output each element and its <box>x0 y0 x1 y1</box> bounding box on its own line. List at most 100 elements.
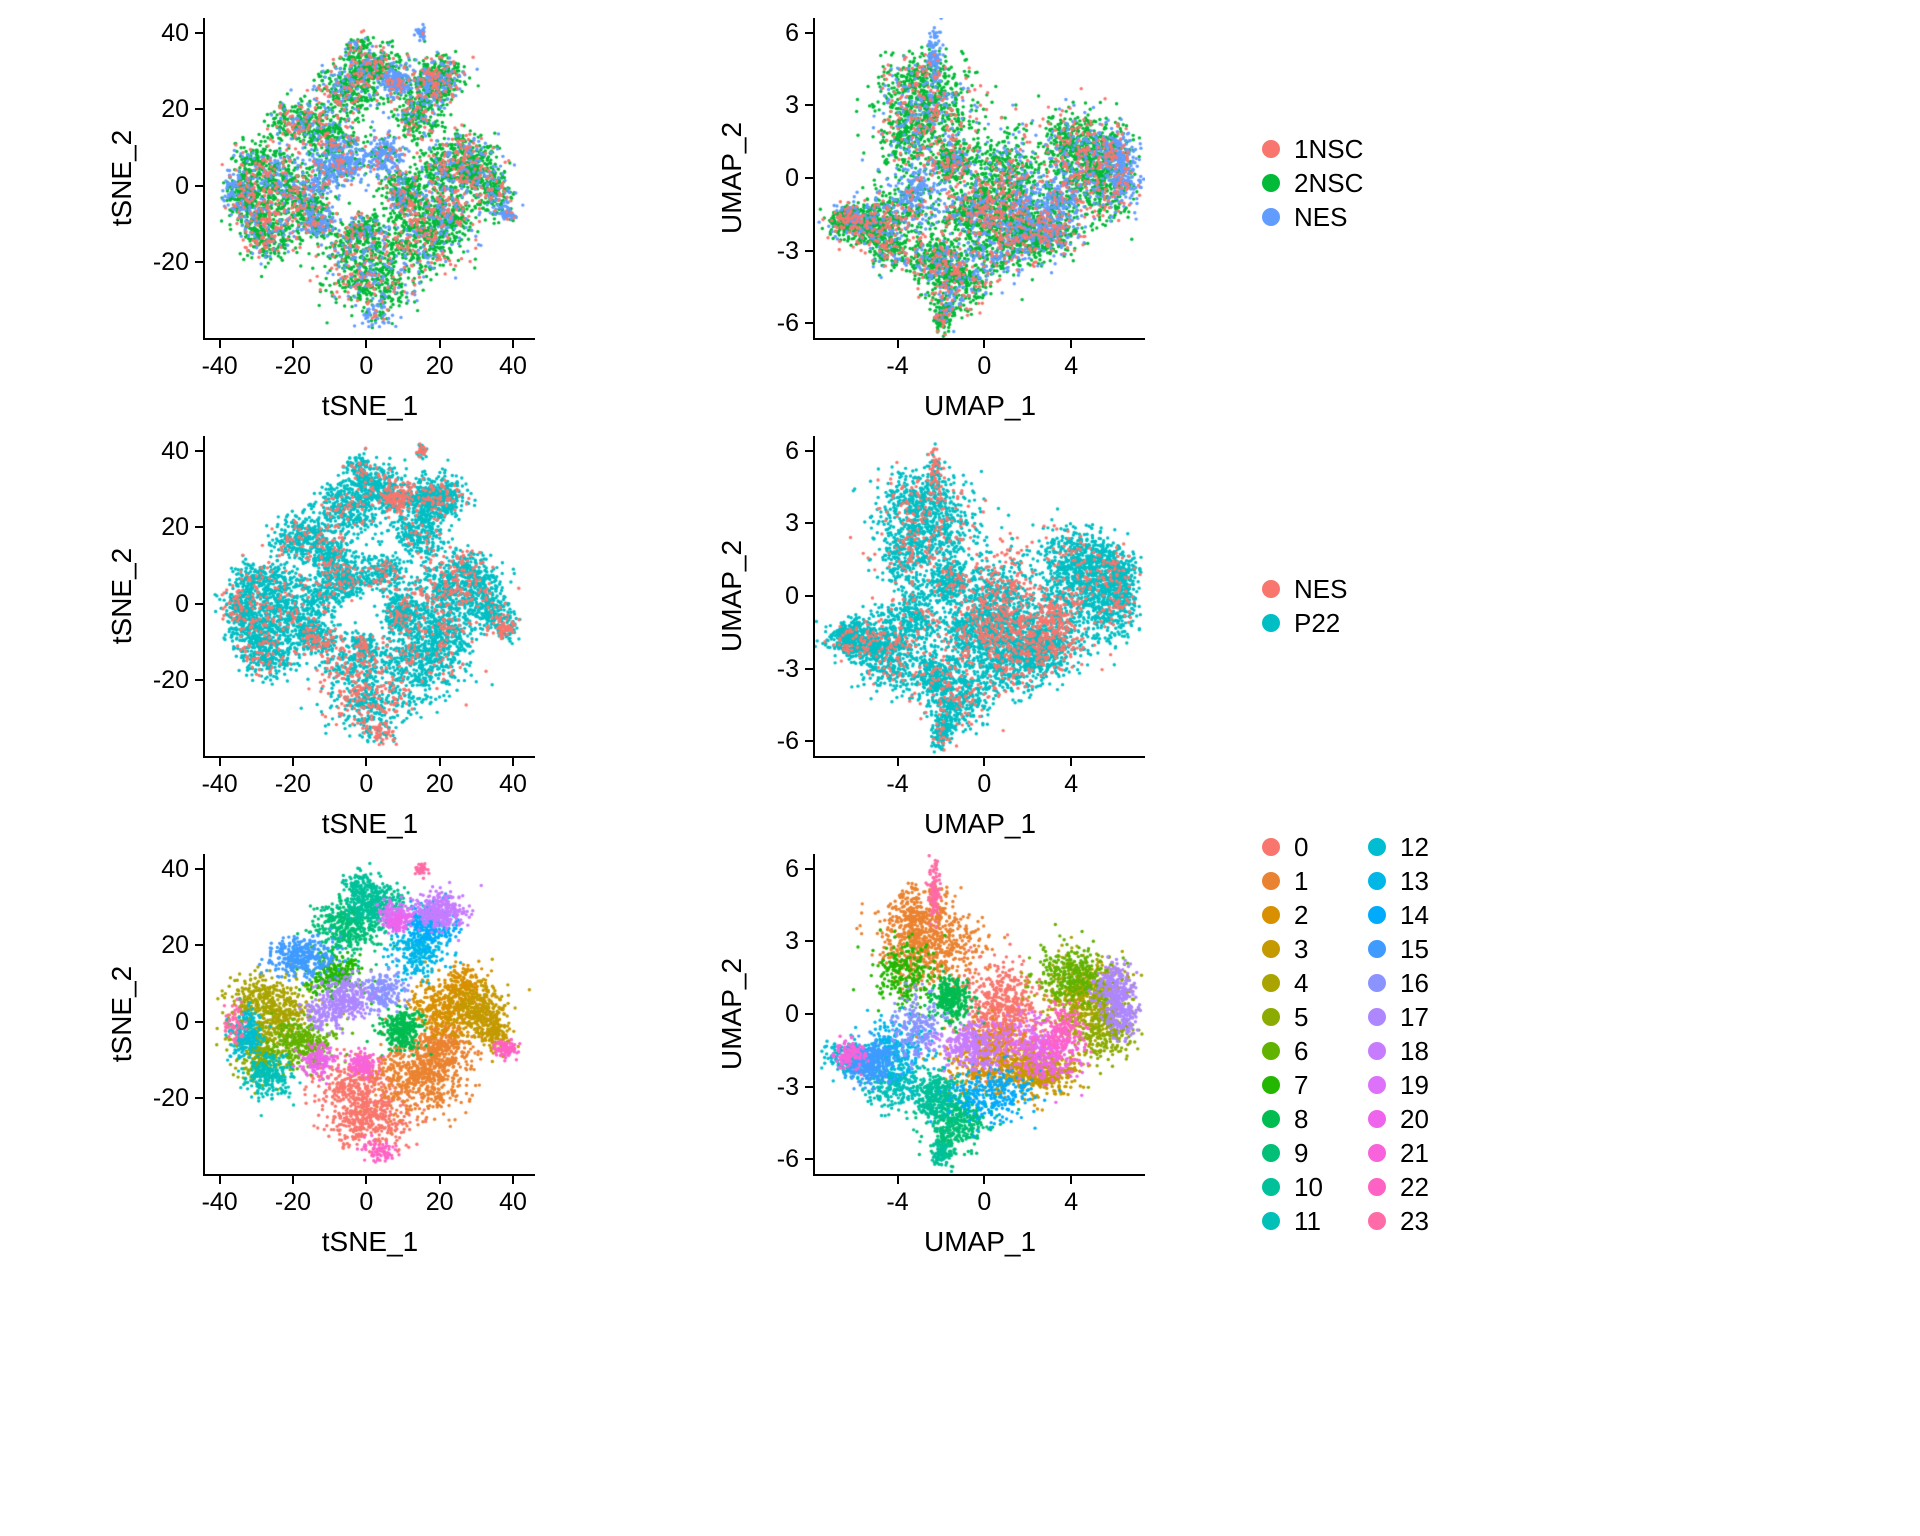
x-tick-mark <box>896 1176 899 1184</box>
y-tick-mark <box>805 104 813 107</box>
x-tick-label: 20 <box>425 1188 454 1216</box>
tsne-cluster-scatter-canvas <box>205 854 535 1174</box>
legend-swatch <box>1368 838 1386 856</box>
y-tick-label: 40 <box>161 19 189 48</box>
legend-swatch <box>1262 1110 1280 1128</box>
y-tick-label: 20 <box>161 513 189 542</box>
x-tick-mark <box>512 1176 514 1184</box>
x-tick-label: 0 <box>359 352 374 380</box>
y-tick-mark <box>195 108 203 111</box>
x-tick-mark <box>365 340 368 348</box>
x-tick-mark <box>983 758 986 766</box>
x-axis-title: UMAP_1 <box>923 390 1037 421</box>
y-tick-label: 20 <box>161 95 189 124</box>
y-tick-label: -20 <box>152 1083 189 1112</box>
y-tick-label: 40 <box>161 437 189 466</box>
x-tick-label: 4 <box>1064 352 1079 380</box>
y-tick-label: 0 <box>175 589 189 618</box>
legend-swatch <box>1368 1076 1386 1094</box>
x-tick-label: 4 <box>1064 770 1079 798</box>
x-axis-title: UMAP_1 <box>923 1226 1037 1257</box>
x-tick-label: -20 <box>274 1188 312 1216</box>
y-tick-label: 6 <box>785 18 799 47</box>
x-tick-label: -40 <box>201 770 238 798</box>
x-tick-mark <box>438 1176 441 1184</box>
y-tick-label: 20 <box>161 931 189 960</box>
y-tick-label: 3 <box>785 927 799 956</box>
x-tick-mark <box>896 340 899 348</box>
legend-label: 9 <box>1294 1138 1309 1168</box>
legend-label: 1 <box>1294 866 1309 896</box>
x-tick-label: 0 <box>977 770 992 798</box>
x-tick-mark <box>983 1176 986 1184</box>
legend-label: 19 <box>1400 1070 1429 1100</box>
y-tick-mark <box>805 1013 813 1015</box>
y-tick-label: 0 <box>785 164 799 192</box>
y-axis-line <box>203 436 205 758</box>
legend-label: 5 <box>1294 1002 1309 1032</box>
x-tick-mark <box>438 340 441 348</box>
y-tick-label: -6 <box>776 1145 799 1174</box>
y-tick-mark <box>805 1158 813 1161</box>
y-tick-mark <box>195 602 203 605</box>
x-tick-label: 0 <box>359 1188 374 1216</box>
y-tick-mark <box>195 450 203 453</box>
legend-swatch <box>1262 872 1280 890</box>
y-tick-label: 0 <box>785 1000 799 1028</box>
x-tick-mark <box>365 1176 368 1184</box>
umap-sample2-scatter-canvas <box>815 436 1145 756</box>
legend-swatch <box>1262 174 1280 192</box>
legend-label: 8 <box>1294 1104 1309 1134</box>
tsne-sample3-scatter-canvas <box>205 18 535 338</box>
x-axis-line <box>813 756 1145 758</box>
legend-label: 23 <box>1400 1206 1429 1236</box>
y-tick-mark <box>805 667 813 670</box>
legend-label: 18 <box>1400 1036 1429 1066</box>
legend-samples-2: NES P22 <box>1262 575 1442 670</box>
y-tick-label: 0 <box>175 171 189 200</box>
x-tick-label: 40 <box>499 1188 527 1216</box>
legend-swatch <box>1368 1042 1386 1060</box>
x-axis-title: tSNE_1 <box>321 1226 419 1257</box>
y-tick-label: -3 <box>776 1072 799 1101</box>
y-tick-label: -3 <box>776 236 799 265</box>
x-axis-line <box>813 1174 1145 1176</box>
x-tick-mark <box>1070 758 1073 766</box>
legend-swatch <box>1262 208 1280 226</box>
x-axis-line <box>203 756 535 758</box>
legend-swatch <box>1368 906 1386 924</box>
y-tick-label: 3 <box>785 91 799 120</box>
legend-swatch <box>1368 940 1386 958</box>
legend-swatch <box>1368 1178 1386 1196</box>
legend-swatch <box>1262 614 1280 632</box>
x-tick-label: -4 <box>886 1188 909 1216</box>
x-tick-mark <box>292 1176 294 1184</box>
legend-swatch <box>1368 872 1386 890</box>
y-tick-mark <box>805 249 813 252</box>
y-tick-label: -20 <box>152 665 189 694</box>
legend-label: 16 <box>1400 968 1429 998</box>
y-tick-mark <box>805 595 813 597</box>
x-tick-mark <box>1070 340 1073 348</box>
y-tick-mark <box>805 940 813 943</box>
y-tick-mark <box>805 522 813 525</box>
legend-label: 2 <box>1294 900 1309 930</box>
legend-swatch <box>1262 1042 1280 1060</box>
y-tick-label: 6 <box>785 854 799 883</box>
x-tick-label: 20 <box>425 770 454 798</box>
legend-label: 17 <box>1400 1002 1429 1032</box>
y-tick-mark <box>195 260 203 263</box>
x-tick-mark <box>218 340 221 348</box>
legend-swatch <box>1368 1212 1386 1230</box>
y-tick-mark <box>805 177 813 179</box>
y-axis-line <box>813 854 815 1176</box>
y-tick-label: 3 <box>785 509 799 538</box>
y-tick-mark <box>195 944 203 947</box>
x-tick-mark <box>292 758 294 766</box>
x-tick-label: 4 <box>1064 1188 1079 1216</box>
y-tick-mark <box>805 740 813 743</box>
x-axis-line <box>813 338 1145 340</box>
y-tick-mark <box>805 1085 813 1088</box>
legend-label: NES <box>1294 202 1348 232</box>
x-tick-mark <box>1070 1176 1073 1184</box>
